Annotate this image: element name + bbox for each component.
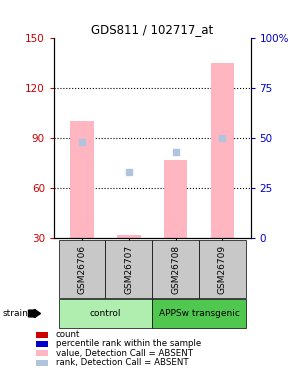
Text: GSM26707: GSM26707 xyxy=(124,244,134,294)
Text: GSM26709: GSM26709 xyxy=(218,244,227,294)
Text: count: count xyxy=(56,330,80,339)
Bar xyxy=(211,63,234,238)
Bar xyxy=(117,235,141,238)
Text: strain: strain xyxy=(3,309,29,318)
Text: GSM26706: GSM26706 xyxy=(78,244,87,294)
Text: GSM26708: GSM26708 xyxy=(171,244,180,294)
Text: value, Detection Call = ABSENT: value, Detection Call = ABSENT xyxy=(56,349,193,358)
Text: control: control xyxy=(90,309,121,318)
Title: GDS811 / 102717_at: GDS811 / 102717_at xyxy=(91,23,213,36)
Bar xyxy=(70,121,94,238)
Text: APPSw transgenic: APPSw transgenic xyxy=(159,309,239,318)
Text: percentile rank within the sample: percentile rank within the sample xyxy=(56,339,201,348)
Bar xyxy=(164,159,187,238)
Text: rank, Detection Call = ABSENT: rank, Detection Call = ABSENT xyxy=(56,358,188,367)
